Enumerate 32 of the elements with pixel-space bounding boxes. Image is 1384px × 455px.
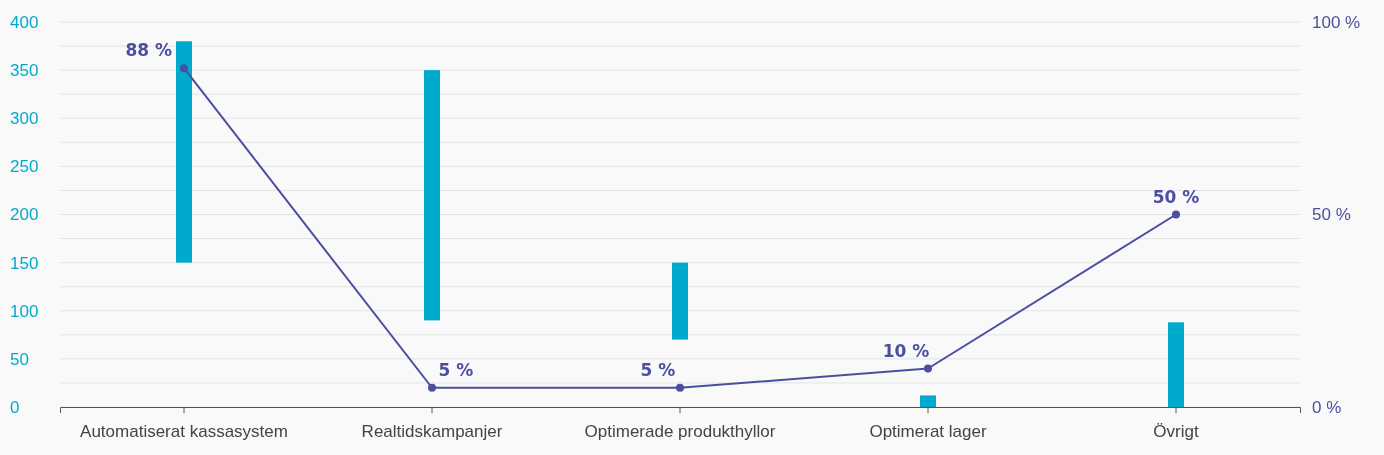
data-label: 88 % — [125, 40, 172, 61]
point — [1172, 210, 1180, 219]
x-tick-label: Övrigt — [1153, 422, 1199, 442]
y-tick-label: 400 — [10, 12, 39, 32]
x-tick-label: Automatiserat kassasystem — [80, 422, 288, 442]
x-tick-label: Optimerat lager — [869, 422, 987, 442]
y-tick-label: 50 — [10, 349, 29, 369]
bar — [176, 41, 192, 263]
y-tick-label: 300 — [10, 109, 39, 129]
y-tick-label: 100 — [10, 301, 39, 321]
data-label: 5 % — [640, 359, 676, 380]
data-label: 5 % — [438, 359, 474, 380]
bar — [672, 262, 688, 340]
y-tick-label: 0 — [10, 397, 20, 417]
y2-tick-label: 100 % — [1312, 12, 1361, 32]
y2-tick-label: 0 % — [1312, 397, 1342, 417]
y2-tick-label: 50 % — [1312, 205, 1351, 225]
y-tick-label: 250 — [10, 157, 39, 177]
data-label: 10 % — [882, 340, 930, 361]
x-tick-label: Optimerade produkthyllor — [584, 422, 776, 442]
y-tick-label: 150 — [10, 253, 39, 273]
bar — [424, 70, 440, 321]
data-label: 50 % — [1152, 186, 1200, 207]
bar — [1168, 322, 1184, 407]
bar — [920, 395, 936, 407]
point — [924, 364, 932, 373]
point — [428, 383, 436, 392]
x-tick-label: Realtidskampanjer — [361, 422, 503, 442]
point — [180, 64, 188, 73]
y-tick-label: 350 — [10, 61, 39, 81]
point — [676, 383, 684, 392]
y-tick-label: 200 — [10, 205, 39, 225]
